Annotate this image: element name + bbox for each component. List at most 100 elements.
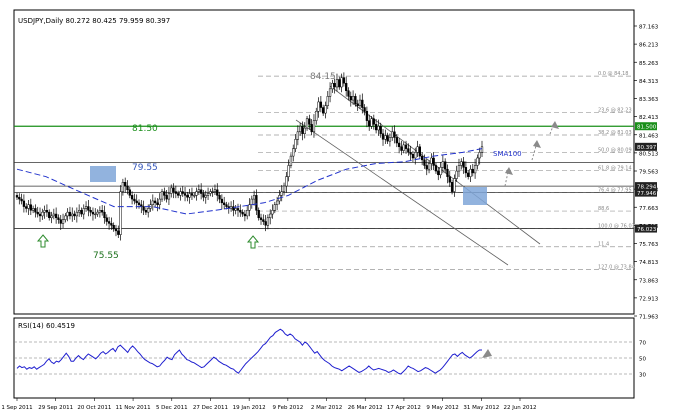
candle [448, 170, 451, 187]
candle-body [186, 195, 189, 198]
price-tag-label: 80.397 [637, 145, 657, 151]
candle [71, 207, 74, 222]
candle-body [54, 213, 58, 219]
candle-body [448, 176, 451, 183]
candle-body [91, 211, 95, 215]
candle-body [197, 189, 201, 192]
candle [142, 200, 145, 215]
candle [91, 207, 95, 221]
candle-body [22, 200, 26, 207]
candle-body [31, 208, 35, 211]
candle-body [165, 195, 168, 200]
annotation-low: 75.55 [93, 251, 119, 261]
candle [34, 204, 37, 218]
candle-body [335, 79, 339, 88]
candle-body [469, 168, 472, 177]
candle [402, 142, 405, 154]
price-tag [635, 122, 657, 131]
rsi-header: RSI(14) 60.4519 [18, 322, 75, 330]
price-tick-label: 84.313 [639, 79, 659, 85]
candle [153, 197, 157, 207]
candle-body [393, 131, 396, 138]
candle [45, 204, 49, 217]
candle [15, 192, 19, 201]
time-tick-label: 1 Sep 2011 [1, 405, 32, 411]
candle [467, 170, 470, 180]
candle [31, 205, 35, 214]
time-tick-label: 9 Feb 2012 [272, 405, 303, 411]
candle-body [391, 131, 394, 138]
candle-body [38, 213, 42, 217]
candle [275, 196, 279, 210]
candle [174, 185, 177, 199]
candle [381, 129, 385, 146]
candle-body [41, 211, 44, 217]
candle [165, 190, 168, 203]
candle-body [322, 107, 325, 114]
candle [117, 225, 120, 239]
time-tick-label: 29 Sep 2011 [38, 405, 73, 411]
candle-body [377, 125, 380, 131]
candle [18, 193, 21, 205]
candle-body [234, 208, 237, 211]
rsi-indicator: 70 50 30 [14, 328, 646, 379]
fib-level-label: 88.6 [598, 206, 609, 212]
candle-body [25, 206, 28, 209]
candle [94, 208, 97, 219]
candle-body [386, 135, 389, 142]
candle [188, 188, 191, 204]
candle-body [135, 200, 138, 204]
candle-body [289, 155, 293, 166]
up-arrow-icon [246, 235, 260, 249]
candle [202, 190, 205, 202]
candle-body [437, 170, 440, 176]
candle-body [57, 217, 60, 220]
candle [430, 153, 433, 171]
candle [455, 165, 458, 182]
candle-body [183, 193, 187, 196]
candle [460, 158, 463, 170]
candle [441, 155, 445, 174]
candle [229, 201, 233, 212]
candle [36, 206, 39, 218]
candle-body [27, 204, 30, 209]
candle [271, 204, 274, 219]
candle [73, 210, 76, 220]
fib-level-label: 50.0 @ 80.09 [598, 148, 632, 154]
candle [257, 207, 260, 221]
candle [308, 114, 311, 130]
candle [356, 99, 359, 111]
candle [124, 177, 127, 193]
candle [298, 122, 302, 136]
price-tick-label: 77.663 [639, 206, 659, 212]
annotation-sma: SMA100 [493, 150, 522, 158]
candle [110, 217, 113, 230]
price-tick-label: 81.463 [639, 133, 659, 139]
candle [101, 205, 104, 216]
time-tick-label: 22 Jun 2012 [503, 405, 536, 411]
candle [107, 216, 111, 230]
candle [420, 152, 424, 166]
candle [432, 152, 435, 171]
candle-body [414, 152, 417, 159]
highlight-box-right [463, 187, 487, 205]
candle-body [354, 96, 357, 105]
fib-level-label: 23.6 @ 82.23 [598, 108, 632, 114]
candle [186, 191, 189, 202]
candle-body [89, 210, 92, 213]
candle [52, 208, 55, 220]
candle [322, 104, 325, 116]
candle [374, 119, 378, 134]
candle [239, 204, 242, 217]
candle-body [96, 211, 99, 215]
candle-body [18, 196, 21, 200]
candle-body [455, 170, 458, 179]
candle [473, 158, 477, 179]
candle-body [388, 137, 392, 142]
candle-body [236, 208, 240, 211]
candle-body [225, 204, 228, 207]
price-tag [635, 188, 657, 197]
candle [126, 180, 129, 195]
candle-body [303, 127, 306, 134]
candle-body [124, 182, 127, 187]
